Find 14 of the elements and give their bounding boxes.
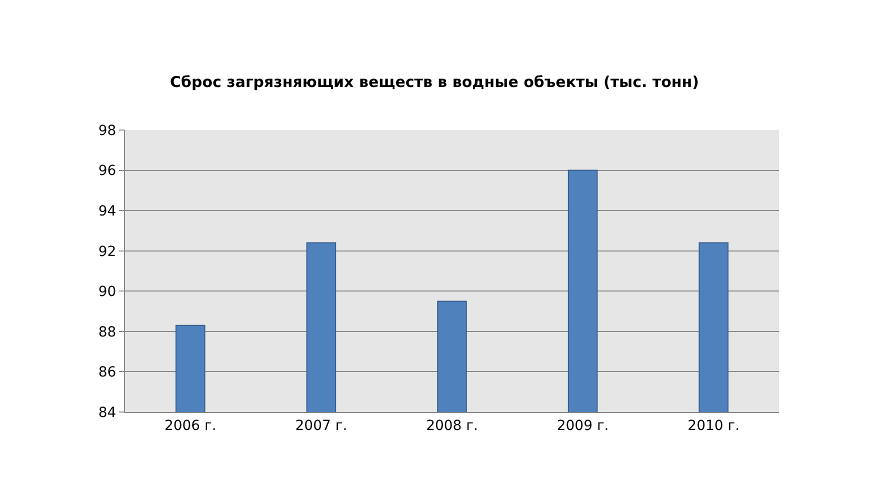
x-tick-label: 2010 г. — [688, 418, 740, 434]
y-tick-label: 88 — [98, 324, 116, 340]
x-tick-label: 2007 г. — [295, 418, 348, 434]
x-tick-label: 2008 г. — [426, 418, 478, 434]
y-tick-label: 84 — [98, 404, 116, 421]
y-tick-label: 86 — [98, 364, 116, 381]
y-tick-label: 96 — [98, 163, 116, 180]
y-tick-label: 92 — [98, 244, 116, 260]
x-tick-label: 2006 г. — [164, 418, 216, 434]
x-tick-label: 2009 г. — [556, 418, 609, 434]
y-tick-label: 94 — [98, 203, 116, 220]
y-tick-label: 98 — [98, 122, 116, 139]
chart-title: Сброс загрязняющих веществ в водные объекты (тыс. тонн) — [170, 73, 700, 92]
y-tick-label: 90 — [98, 284, 116, 300]
